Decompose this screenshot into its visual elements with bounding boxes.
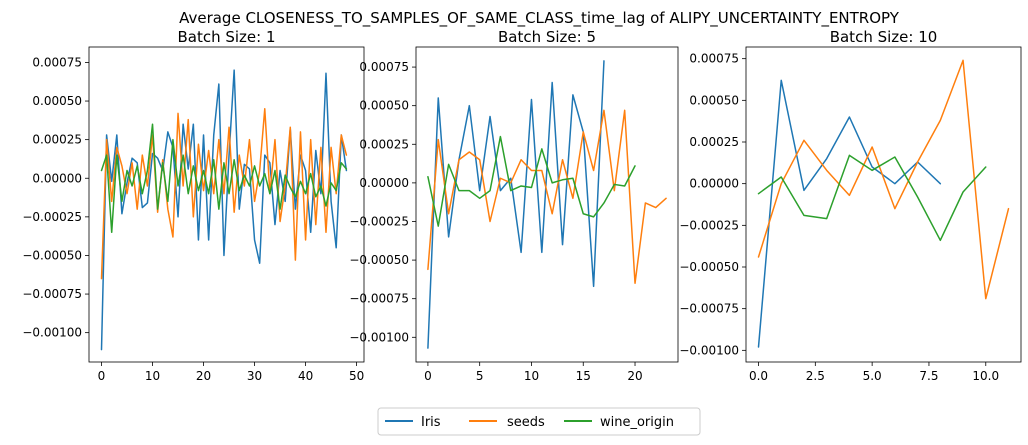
series-line-seeds (100, 108, 348, 280)
y-tick-label: 0.00050 (32, 94, 82, 108)
x-tick-label: 7.5 (919, 369, 938, 383)
x-tick-label: 5.0 (863, 369, 882, 383)
x-tick-label: 0 (424, 369, 432, 383)
y-tick-label: 0.00025 (359, 137, 409, 151)
y-tick-label: −0.00100 (22, 326, 82, 340)
legend-label-seeds: seeds (507, 415, 545, 430)
series-line-seeds (757, 59, 1010, 300)
y-tick-label: −0.00050 (679, 260, 739, 274)
y-tick-label: 0.00025 (32, 133, 82, 147)
y-tick-label: 0.00050 (359, 99, 409, 113)
x-tick-label: 2.5 (806, 369, 825, 383)
x-tick-label: 30 (247, 369, 262, 383)
series-group (427, 60, 667, 349)
series-group (100, 69, 348, 351)
axes-frame (88, 46, 365, 363)
subplot-title: Batch Size: 5 (498, 28, 596, 46)
panels: Batch Size: 10 10 20 30 40 50−0.00100−0.00075… (22, 28, 1022, 383)
axes-frame (745, 46, 1022, 363)
series-line-wine-origin (100, 123, 348, 234)
x-tick-label: 15 (576, 369, 591, 383)
legend: Iris seeds wine_origin (377, 407, 701, 436)
y-tick-label: 0.00075 (689, 52, 739, 66)
y-tick-label: −0.00025 (679, 218, 739, 232)
figure-title: Average CLOSENESS_TO_SAMPLES_OF_SAME_CLA… (179, 9, 900, 28)
subplot-title: Batch Size: 1 (177, 28, 275, 46)
y-tick-label: −0.00075 (349, 292, 409, 306)
axes-frame (415, 46, 679, 363)
y-tick-label: −0.00050 (349, 253, 409, 267)
y-tick-label: 0.00000 (32, 171, 82, 185)
legend-label-wine-origin: wine_origin (600, 415, 674, 430)
subplot-2: Batch Size: 5 0 5 10 15 20 −0.00100 −0.00075 −0.… (349, 28, 679, 383)
y-tick-label: −0.00075 (22, 287, 82, 301)
series-line-iris (100, 69, 348, 351)
x-tick-label: 50 (349, 369, 364, 383)
y-tick-label: 0.00000 (689, 177, 739, 191)
y-tick-label: 0.00075 (32, 55, 82, 69)
series-line-seeds (427, 109, 667, 284)
series-line-iris (757, 79, 942, 348)
y-tick-label: 0.00050 (689, 93, 739, 107)
legend-frame (377, 407, 701, 436)
subplot-3: Batch Size: 10 0.0 2.5 5.0 7.5 10.0 −0.00100 −0… (679, 28, 1022, 383)
x-tick-label: 5 (476, 369, 484, 383)
subplot-title: Batch Size: 10 (830, 28, 938, 46)
y-tick-label: −0.00100 (679, 343, 739, 357)
legend-label-iris: Iris (421, 415, 441, 430)
y-tick-label: −0.00075 (679, 302, 739, 316)
series-group (757, 59, 1010, 348)
y-tick-label: −0.00025 (22, 210, 82, 224)
y-tick-label: 0.00025 (689, 135, 739, 149)
y-tick-label: 0.00000 (359, 176, 409, 190)
x-tick-label: 10 (524, 369, 539, 383)
y-tick-label: −0.00025 (349, 214, 409, 228)
x-tick-label: 10.0 (972, 369, 999, 383)
x-tick-label: 20 (627, 369, 642, 383)
series-line-wine-origin (427, 135, 636, 227)
series-line-wine-origin (757, 154, 987, 242)
x-tick-label: 0 (98, 369, 106, 383)
x-tick-label: 40 (298, 369, 313, 383)
x-tick-label: 0.0 (749, 369, 768, 383)
x-tick-label: 20 (196, 369, 211, 383)
subplot-1: Batch Size: 1 0 10 20 30 40 50 −0.00100 −0.00075… (22, 28, 365, 383)
y-tick-label: 0.00075 (359, 60, 409, 74)
y-tick-label: −0.00050 (22, 248, 82, 262)
x-tick-label: 10 (145, 369, 160, 383)
y-tick-label: −0.00100 (349, 330, 409, 344)
